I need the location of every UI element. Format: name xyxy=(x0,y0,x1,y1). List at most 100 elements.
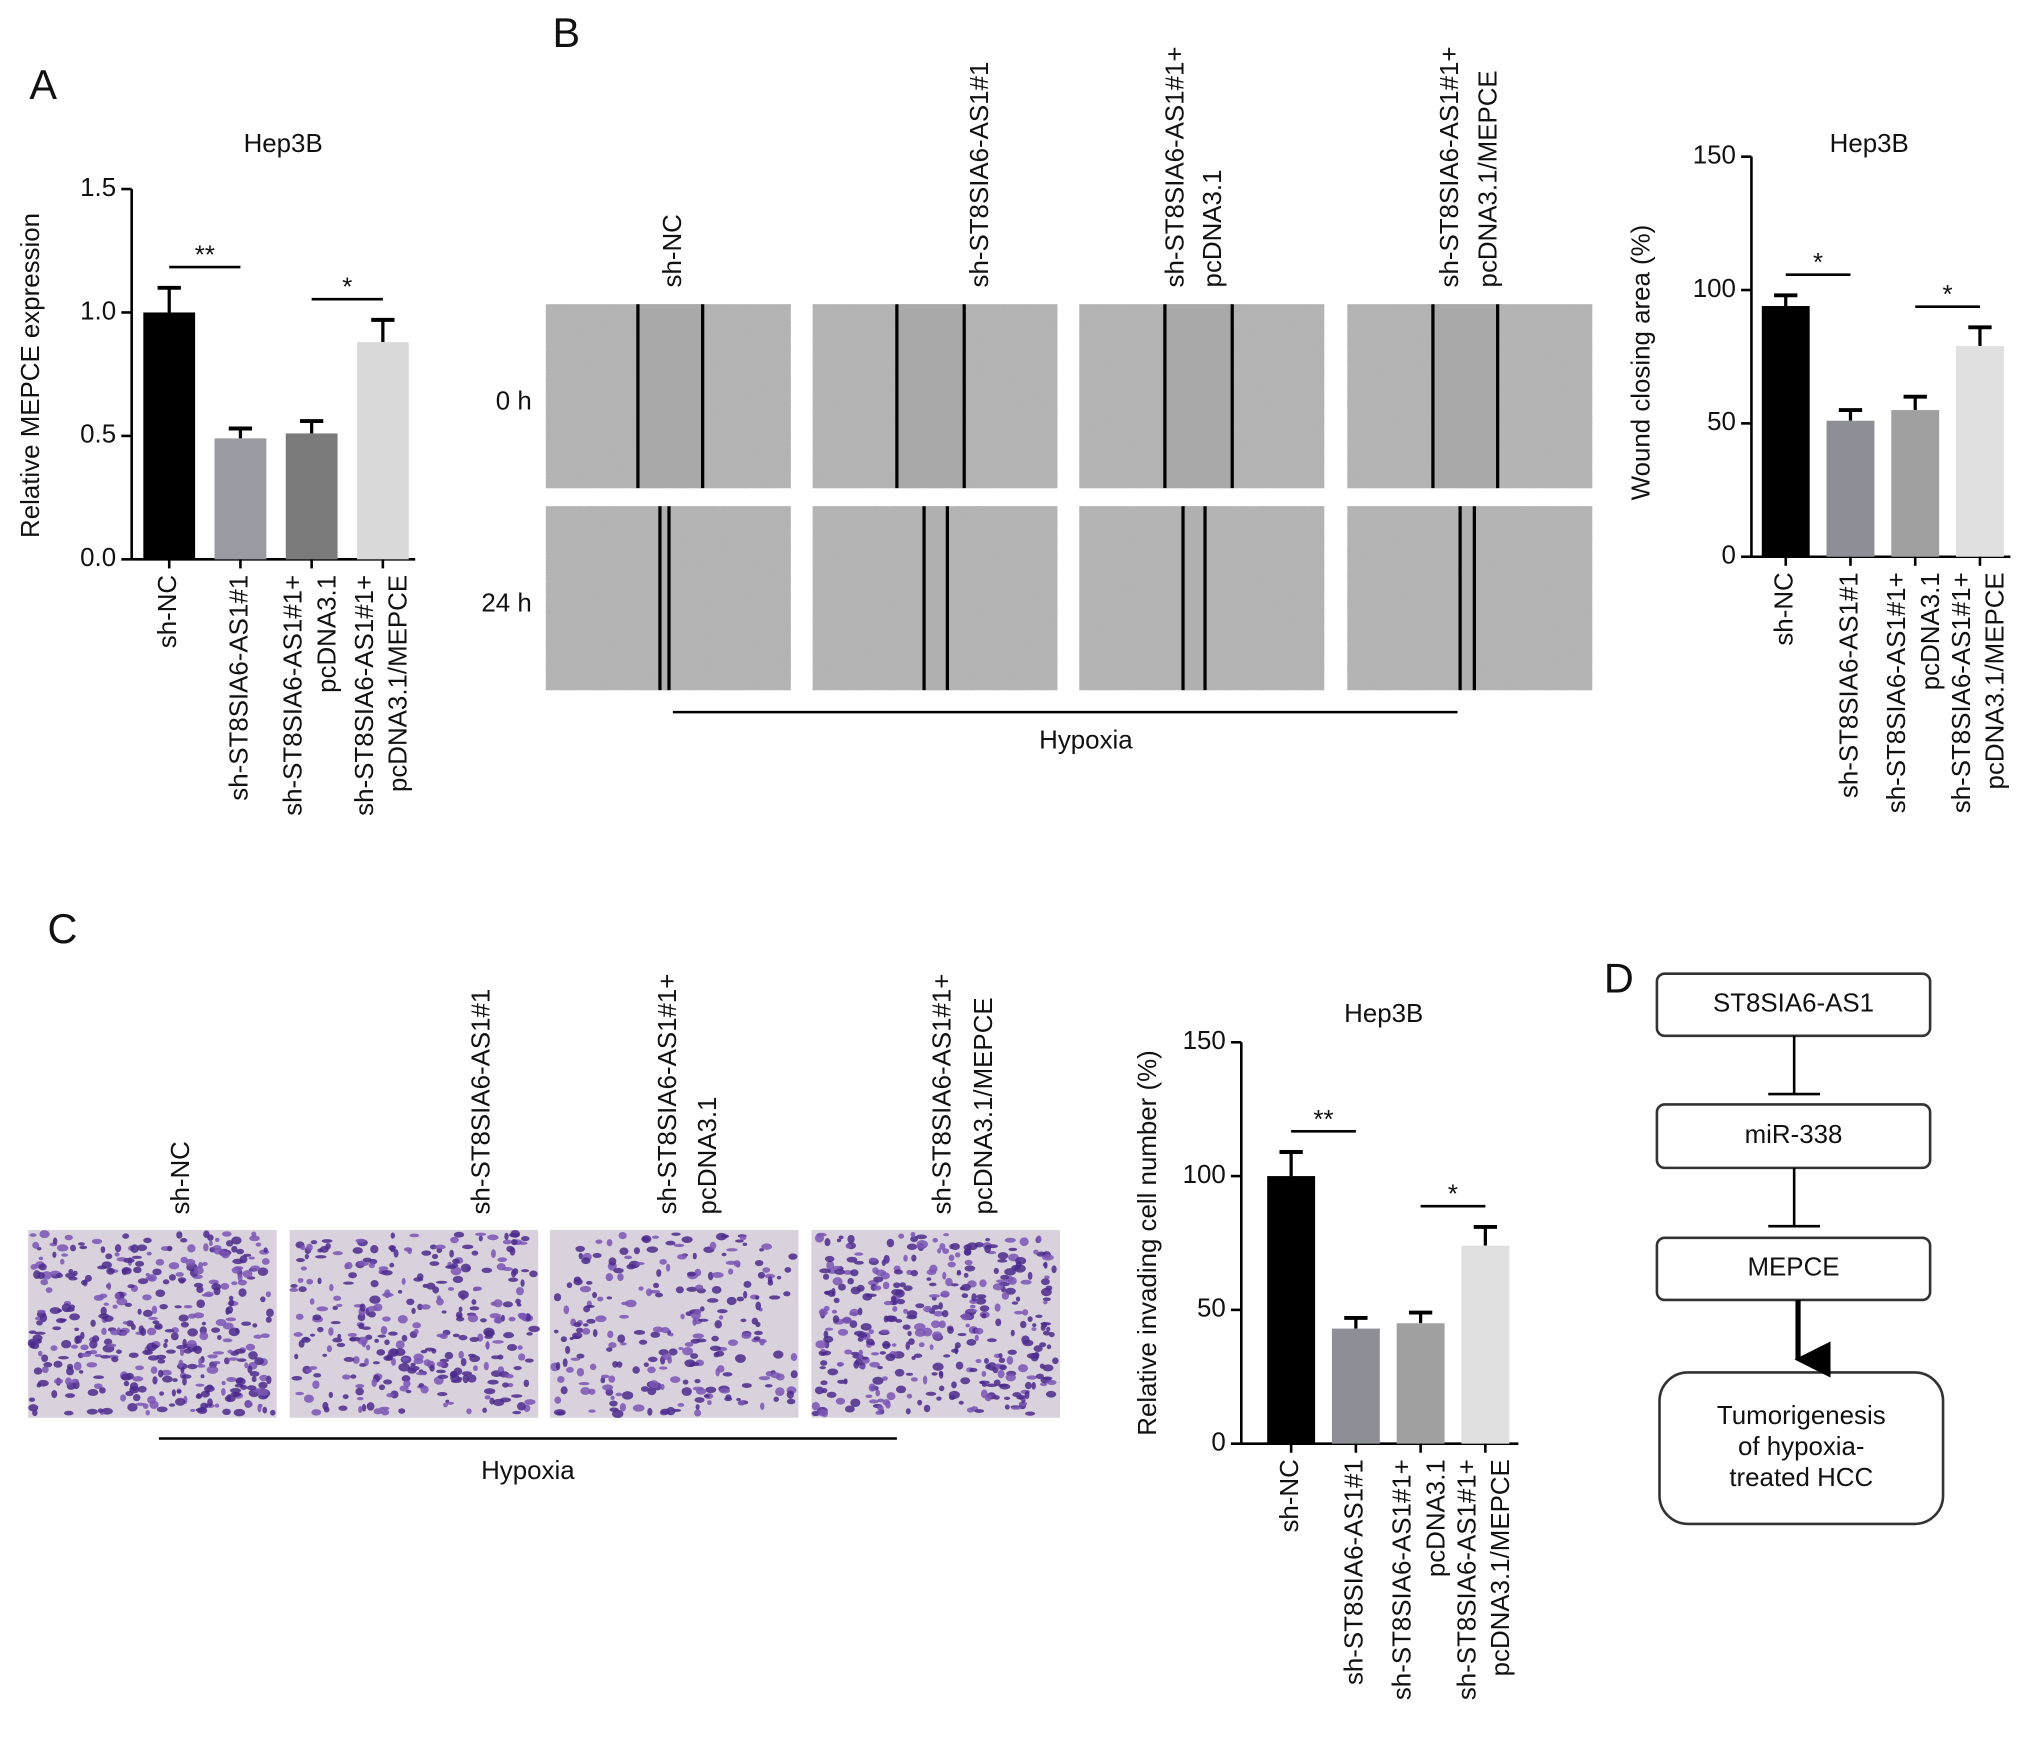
stained-cell xyxy=(668,1348,678,1356)
stained-cell xyxy=(172,1378,178,1383)
stained-cell xyxy=(406,1298,415,1306)
stained-cell xyxy=(931,1304,940,1310)
stained-cell xyxy=(526,1332,533,1336)
stained-cell xyxy=(312,1314,322,1321)
stained-cell xyxy=(1022,1309,1029,1316)
stained-cell xyxy=(436,1298,444,1306)
panel-label: C xyxy=(48,905,78,952)
stained-cell xyxy=(695,1404,700,1410)
stained-cell xyxy=(877,1405,884,1412)
stained-cell xyxy=(981,1370,987,1377)
stained-cell xyxy=(576,1367,585,1377)
stained-cell xyxy=(1021,1335,1030,1344)
stained-cell xyxy=(227,1357,239,1361)
stained-cell xyxy=(741,1383,752,1388)
stained-cell xyxy=(998,1357,1006,1364)
stained-cell xyxy=(249,1371,260,1377)
stained-cell xyxy=(381,1270,393,1276)
stained-cell xyxy=(424,1347,435,1352)
stained-cell xyxy=(714,1320,722,1329)
stained-cell xyxy=(503,1332,515,1339)
stained-cell xyxy=(923,1404,931,1413)
stained-cell xyxy=(718,1315,724,1320)
stained-cell xyxy=(237,1273,243,1282)
stained-cell xyxy=(1042,1254,1054,1261)
stained-cell xyxy=(759,1248,764,1252)
stained-cell xyxy=(929,1344,934,1350)
stained-cell xyxy=(899,1282,906,1288)
stained-cell xyxy=(420,1349,428,1354)
stained-cell xyxy=(32,1241,40,1249)
stained-cell xyxy=(869,1361,880,1368)
stained-cell xyxy=(870,1352,880,1356)
stained-cell xyxy=(228,1327,240,1337)
stained-cell xyxy=(225,1307,230,1315)
stained-cell xyxy=(1035,1373,1044,1380)
stained-cell xyxy=(659,1259,667,1265)
stained-cell xyxy=(773,1396,779,1402)
stained-cell xyxy=(260,1296,266,1303)
stained-cell xyxy=(814,1386,824,1395)
stained-cell xyxy=(680,1313,685,1320)
stained-cell xyxy=(943,1354,951,1358)
stained-cell xyxy=(724,1396,733,1402)
stained-cell xyxy=(520,1279,525,1287)
stained-cell xyxy=(417,1303,423,1311)
stained-cell xyxy=(207,1354,218,1359)
stained-cell xyxy=(214,1403,220,1408)
stained-cell xyxy=(677,1403,685,1407)
stained-cell xyxy=(185,1258,196,1267)
stained-cell xyxy=(682,1379,689,1385)
stained-cell xyxy=(1000,1274,1010,1280)
stained-cell xyxy=(101,1407,113,1415)
stained-cell xyxy=(913,1353,923,1358)
stained-cell xyxy=(180,1238,188,1243)
stained-cell xyxy=(1004,1287,1016,1295)
stained-cell xyxy=(238,1288,247,1297)
stained-cell xyxy=(966,1339,977,1346)
x-tick-label: pcDNA3.1 xyxy=(1422,1459,1450,1577)
stained-cell xyxy=(641,1235,652,1244)
stained-cell xyxy=(1043,1261,1048,1269)
stained-cell xyxy=(595,1315,607,1323)
stained-cell xyxy=(181,1374,192,1379)
stained-cell xyxy=(199,1331,209,1341)
stained-cell xyxy=(850,1398,861,1408)
stained-cell xyxy=(554,1409,566,1416)
stained-cell xyxy=(850,1351,860,1356)
stained-cell xyxy=(348,1272,357,1279)
stained-cell xyxy=(187,1244,196,1253)
stained-cell xyxy=(707,1400,712,1406)
stained-cell xyxy=(365,1334,373,1340)
stained-cell xyxy=(790,1353,798,1362)
stained-cell xyxy=(847,1234,855,1244)
stained-cell xyxy=(293,1332,303,1337)
x-tick-label: sh-ST8SIA6-AS1#1 xyxy=(1341,1459,1369,1685)
column-label: sh-NC xyxy=(167,1141,195,1214)
stained-cell xyxy=(845,1243,852,1249)
stained-cell xyxy=(445,1265,457,1270)
stained-cell xyxy=(957,1332,967,1337)
y-tick-label: 0.0 xyxy=(80,544,116,572)
stained-cell xyxy=(86,1408,98,1415)
stained-cell xyxy=(258,1381,268,1389)
stained-cell xyxy=(60,1258,65,1265)
stained-cell xyxy=(29,1233,37,1237)
stained-cell xyxy=(222,1408,231,1416)
x-tick-label: pcDNA3.1/MEPCE xyxy=(1487,1459,1515,1676)
stained-cell xyxy=(28,1330,37,1334)
stained-cell xyxy=(157,1358,166,1364)
stained-cell xyxy=(518,1353,526,1361)
stained-cell xyxy=(328,1327,334,1336)
stained-cell xyxy=(437,1374,449,1379)
stained-cell xyxy=(757,1271,766,1279)
stained-cell xyxy=(918,1342,925,1348)
stained-cell xyxy=(452,1275,464,1284)
stained-cell xyxy=(100,1246,106,1253)
stained-cell xyxy=(650,1331,661,1338)
stained-cell xyxy=(75,1335,83,1344)
stained-cell xyxy=(608,1375,616,1383)
stained-cell xyxy=(1042,1376,1053,1381)
stained-cell xyxy=(388,1331,398,1336)
stained-cell xyxy=(159,1391,165,1396)
